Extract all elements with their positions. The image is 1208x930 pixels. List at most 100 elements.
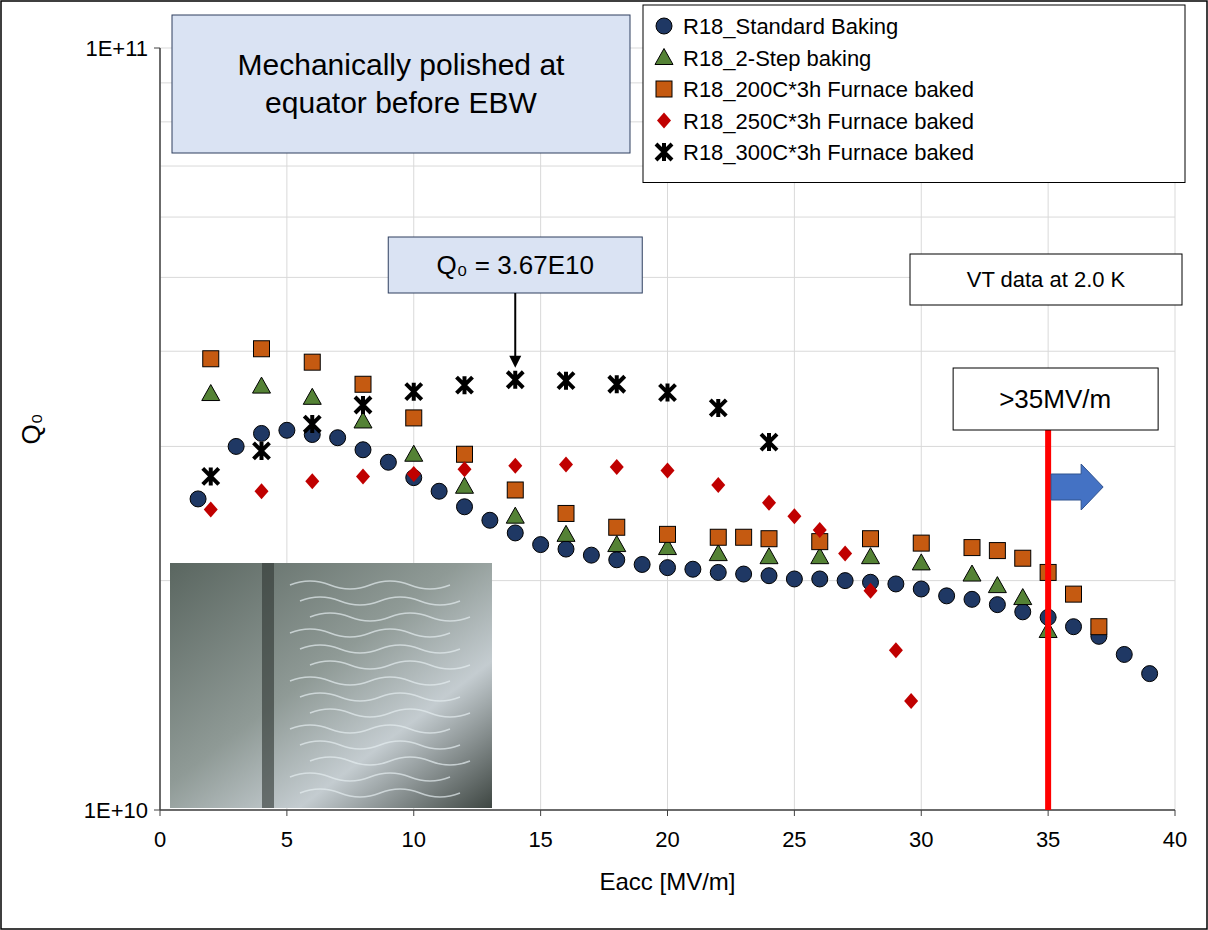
inset-photo-ripple [300, 645, 460, 653]
point [913, 581, 929, 597]
point [355, 442, 371, 458]
inset-photo-ripple [290, 629, 450, 637]
point [354, 412, 372, 428]
inset-photo-ripple [310, 757, 470, 765]
point [609, 519, 625, 535]
point [255, 483, 269, 499]
point [457, 499, 473, 515]
series [203, 371, 777, 486]
inset-photo-area [170, 563, 492, 808]
point [660, 560, 676, 576]
point [405, 445, 423, 461]
annotation-box [953, 368, 1158, 430]
x-tick-label: 10 [402, 827, 426, 852]
inset-photo-ripple [300, 741, 460, 749]
data-marks [190, 341, 1158, 709]
x-tick-label: 15 [528, 827, 552, 852]
point [559, 457, 573, 473]
annotation-text: Q₀ = 3.67E10 [436, 250, 594, 280]
annotation-q0: Q₀ = 3.67E10 [388, 237, 642, 368]
y-tick-label: 1E+11 [85, 36, 148, 61]
inset-photo-weld [262, 563, 274, 808]
point [356, 468, 370, 484]
point [608, 536, 626, 552]
point [812, 571, 828, 587]
point [533, 537, 549, 553]
inset-photo [170, 563, 492, 808]
point [203, 351, 219, 367]
annotation-box [910, 254, 1182, 305]
point [507, 371, 523, 389]
background [0, 0, 1208, 930]
annotation-vt: VT data at 2.0 K [910, 254, 1182, 305]
legend-marker [656, 81, 672, 97]
point [254, 425, 270, 441]
point [912, 554, 930, 570]
point [557, 525, 575, 541]
inset-photo-ripple [300, 597, 460, 605]
inset-photo-ripple [310, 613, 470, 621]
point [711, 477, 725, 493]
x-tick [160, 810, 161, 816]
x-tick [667, 810, 668, 816]
block-arrow [1051, 464, 1103, 510]
point [710, 529, 726, 545]
point [989, 543, 1005, 559]
inset-photo-ripple [300, 693, 460, 701]
point [787, 508, 801, 524]
point [583, 547, 599, 563]
point [862, 548, 880, 564]
inset-photo-ripple [290, 677, 450, 685]
point [761, 433, 777, 451]
point [190, 491, 206, 507]
point [1066, 586, 1082, 602]
point [939, 588, 955, 604]
point [380, 454, 396, 470]
point [913, 535, 929, 551]
point [660, 526, 676, 542]
legend-label: R18_Standard Baking [683, 14, 898, 39]
point [813, 522, 827, 538]
legend-marker [656, 143, 672, 161]
point [228, 438, 244, 454]
point [661, 462, 675, 478]
point [558, 372, 574, 390]
x-tick-label: 40 [1163, 827, 1187, 852]
annotation-arrow [514, 293, 516, 358]
x-tick [286, 810, 287, 816]
x-grid-line [160, 48, 161, 810]
legend-label: R18_200C*3h Furnace baked [683, 77, 974, 102]
point [964, 540, 980, 556]
point [203, 467, 219, 485]
point [1066, 619, 1082, 635]
inset-photo-ripple [290, 725, 450, 733]
annotation-text: Mechanically polished atequator before E… [238, 48, 566, 119]
point [506, 507, 524, 523]
x-tick-label: 20 [655, 827, 679, 852]
point [710, 564, 726, 580]
point [864, 583, 878, 599]
x-tick-label: 30 [909, 827, 933, 852]
point [1014, 589, 1032, 605]
point [355, 376, 371, 392]
annotation-box [172, 15, 630, 153]
point [457, 376, 473, 394]
annotation-threshold: >35MV/m [953, 368, 1158, 810]
point [355, 396, 371, 414]
x-tick [794, 810, 795, 816]
point [456, 477, 474, 493]
point [609, 552, 625, 568]
inset-photo-ripple [310, 661, 470, 669]
point [988, 577, 1006, 593]
point [458, 461, 472, 477]
point [407, 466, 421, 482]
x-tick [413, 810, 414, 816]
point [660, 384, 676, 402]
point [1142, 666, 1158, 682]
point [1015, 604, 1031, 620]
legend: R18_Standard BakingR18_2-Step bakingR18_… [643, 5, 1185, 183]
point [786, 571, 802, 587]
point [1091, 619, 1107, 635]
series [202, 377, 1057, 637]
point [838, 546, 852, 562]
